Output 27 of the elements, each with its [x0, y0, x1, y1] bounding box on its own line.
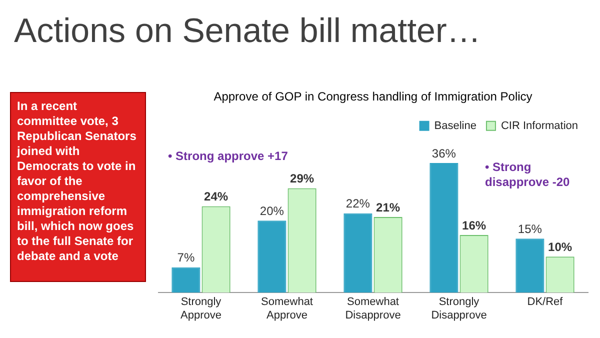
- x-tick-label: DK/Ref: [527, 296, 564, 308]
- data-label: 36%: [432, 146, 456, 160]
- data-label: 15%: [518, 222, 542, 236]
- annotation: • Strong approve +17: [168, 149, 289, 164]
- x-tick-label: Strongly Disapprove: [431, 296, 487, 322]
- data-label: 24%: [204, 190, 228, 204]
- bar: [516, 238, 544, 293]
- data-label: 20%: [260, 204, 284, 218]
- data-label: 7%: [177, 250, 195, 265]
- bar: [172, 267, 200, 293]
- data-label: 10%: [548, 240, 572, 254]
- annotation: • Strong disapprove -20: [485, 160, 571, 190]
- chart-subtitle: Approve of GOP in Congress handling of Immigration Policy: [214, 90, 532, 104]
- data-label: 21%: [376, 200, 400, 214]
- data-label: 29%: [290, 172, 314, 186]
- legend-label: Baseline: [434, 120, 476, 132]
- bar: [258, 220, 286, 293]
- x-tick-label: Somewhat Approve: [261, 296, 313, 322]
- bar: [430, 163, 458, 293]
- bar: [344, 213, 372, 293]
- x-tick-label: Strongly Approve: [180, 296, 222, 322]
- data-label: 22%: [346, 196, 370, 211]
- x-tick-label: Somewhat Disapprove: [345, 296, 401, 322]
- legend-label: CIR Information: [500, 120, 578, 132]
- chart-title: Actions on Senate bill matter…: [14, 12, 481, 51]
- text: In a recent committee vote, 3 Republican Senators joined with Democrats to vote in favor of the comprehensive immigration reform bill, which now goes to the full Senate for debate and a vote: [17, 99, 136, 263]
- data-label: 16%: [462, 218, 486, 232]
